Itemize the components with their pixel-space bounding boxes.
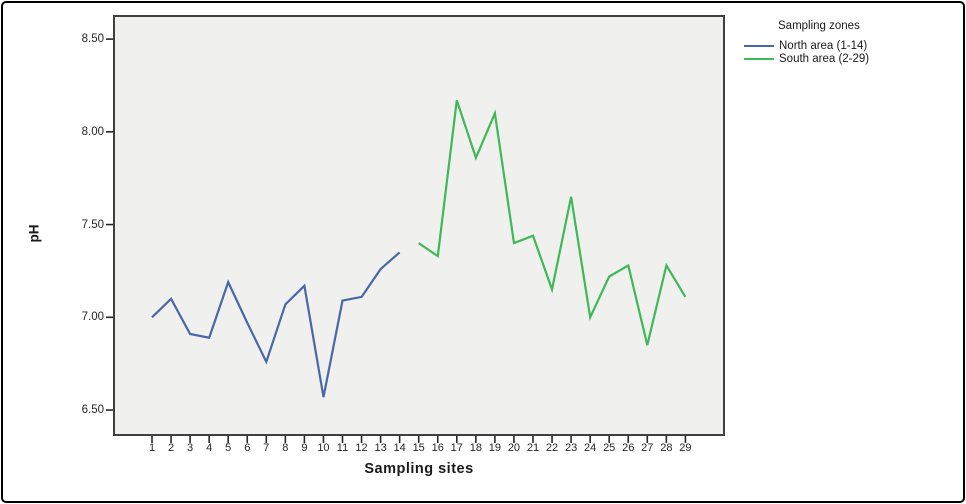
north-line-swatch-icon xyxy=(744,45,774,47)
legend: Sampling zones North area (1-14) South a… xyxy=(744,20,869,66)
x-tick-label: 23 xyxy=(564,442,578,454)
x-tick-label: 21 xyxy=(526,442,540,454)
x-tick-label: 1 xyxy=(148,442,156,454)
y-tick-label: 6.50 xyxy=(81,404,104,417)
x-tick-label: 27 xyxy=(641,442,654,454)
x-tick-label: 5 xyxy=(225,442,232,454)
x-tick-label: 12 xyxy=(355,442,368,454)
legend-label-north: North area (1-14) xyxy=(779,40,868,52)
south-line-swatch-icon xyxy=(744,58,774,60)
y-axis-title: pH xyxy=(26,224,42,243)
x-tick-label: 24 xyxy=(584,442,597,454)
x-tick-label: 20 xyxy=(507,442,521,454)
x-tick-label: 29 xyxy=(679,442,692,454)
x-tick-label: 16 xyxy=(431,442,444,454)
x-tick-label: 10 xyxy=(317,442,330,454)
y-tick-label: 8.00 xyxy=(81,125,104,138)
x-tick-label: 9 xyxy=(301,442,308,454)
x-tick-label: 28 xyxy=(660,442,673,454)
x-tick-label: 7 xyxy=(263,442,270,454)
legend-item-south: South area (2-29) xyxy=(744,53,869,65)
x-tick-label: 6 xyxy=(244,442,251,454)
x-tick-label: 4 xyxy=(206,442,213,454)
x-tick-label: 18 xyxy=(469,442,482,454)
x-tick-label: 15 xyxy=(412,442,425,454)
x-tick-label: 8 xyxy=(282,442,289,454)
x-tick-label: 22 xyxy=(545,442,559,454)
x-tick-label: 26 xyxy=(622,442,635,454)
legend-label-south: South area (2-29) xyxy=(779,53,870,65)
x-axis-title: Sampling sites xyxy=(364,461,474,477)
x-tick-label: 19 xyxy=(488,442,502,454)
x-tick-label: 2 xyxy=(167,442,175,454)
y-tick-label: 7.00 xyxy=(81,311,104,324)
x-tick-label: 25 xyxy=(603,442,616,454)
legend-title: Sampling zones xyxy=(778,20,860,32)
plot-area xyxy=(113,15,725,436)
x-tick-label: 14 xyxy=(393,442,406,454)
y-tick-label: 7.50 xyxy=(81,218,104,231)
x-tick-label: 17 xyxy=(450,442,463,454)
x-tick-label: 3 xyxy=(187,442,194,454)
legend-item-north: North area (1-14) xyxy=(744,40,869,52)
x-tick-label: 11 xyxy=(336,442,349,454)
x-tick-label: 13 xyxy=(374,442,387,454)
y-tick-label: 8.50 xyxy=(81,33,104,46)
